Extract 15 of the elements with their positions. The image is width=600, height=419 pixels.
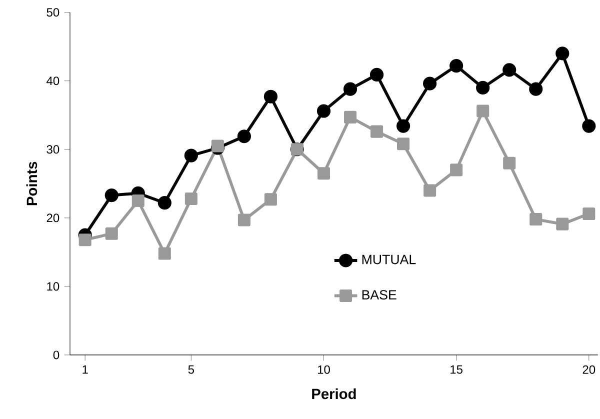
y-tick-label: 30 [46, 145, 60, 154]
y-tick-label: 20 [46, 214, 60, 222]
y-tick-label: 10 [47, 282, 60, 291]
x-tick-label: 5 [188, 365, 194, 374]
x-tick-label: 20 [582, 365, 596, 374]
legend-label: MUTUAL [362, 254, 416, 264]
x-tick-label: 10 [318, 365, 330, 374]
y-tick-label: 40 [46, 76, 60, 86]
y-tick-label: 0 [53, 350, 60, 360]
y-tick-label: 50 [46, 8, 60, 17]
x-axis-title: Period [312, 388, 356, 400]
x-tick-label: 15 [450, 365, 462, 374]
y-axis-title: Points [26, 162, 38, 206]
x-tick-label: 1 [82, 365, 88, 374]
legend-label: BASE [362, 290, 396, 300]
